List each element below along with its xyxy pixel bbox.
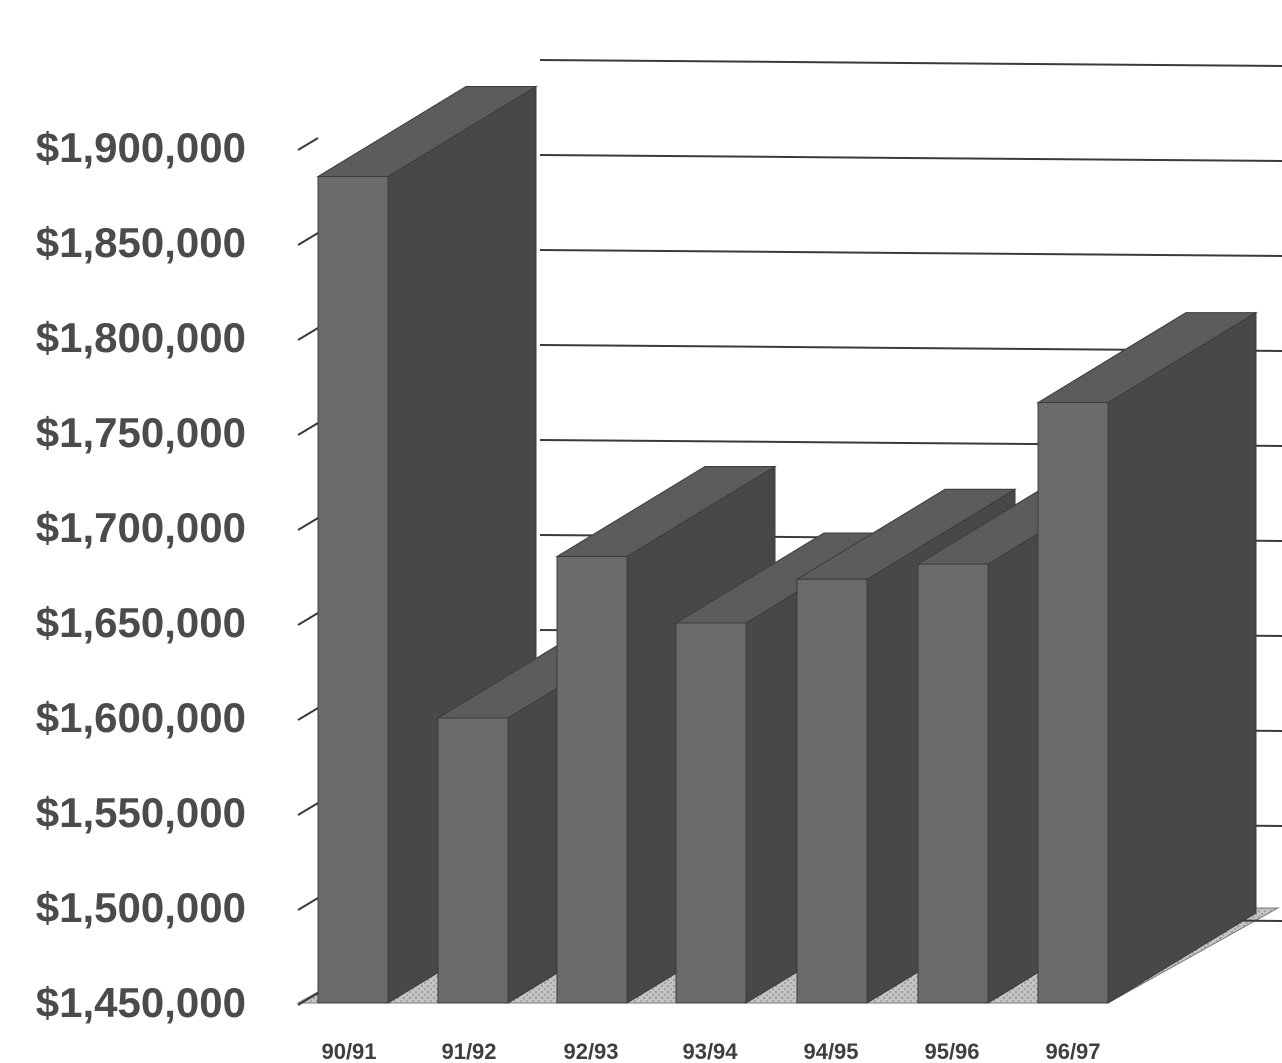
y-tick-label: $1,650,000 xyxy=(36,599,246,646)
y-tick-label: $1,750,000 xyxy=(36,409,246,456)
bar xyxy=(1036,311,1258,1004)
y-tick-label: $1,900,000 xyxy=(36,124,246,171)
y-tick-mark xyxy=(297,897,319,911)
bar-front xyxy=(317,176,389,1004)
y-tick-label: $1,800,000 xyxy=(36,314,246,361)
y-tick-label: $1,600,000 xyxy=(36,694,246,741)
bars xyxy=(316,85,1258,1004)
y-tick-label: $1,700,000 xyxy=(36,504,246,551)
y-tick-mark xyxy=(297,327,319,341)
x-tick-label: 91/92 xyxy=(441,1039,496,1063)
x-tick-label: 93/94 xyxy=(682,1039,738,1063)
gridline xyxy=(539,249,1282,257)
y-tick-label: $1,500,000 xyxy=(36,884,246,931)
gridline xyxy=(539,59,1282,67)
x-tick-label: 90/91 xyxy=(321,1039,376,1063)
gridline xyxy=(539,154,1282,162)
y-tick-label: $1,850,000 xyxy=(36,219,246,266)
bar-front xyxy=(437,717,509,1004)
y-axis: $1,450,000 $1,500,000 $1,550,000 $1,600,000… xyxy=(36,124,246,1026)
y-tick-mark xyxy=(297,137,319,151)
y-tick-mark xyxy=(297,612,319,626)
y-tick-mark xyxy=(297,422,319,436)
y-tick-mark xyxy=(297,517,319,531)
bar-front xyxy=(556,556,628,1004)
bar-side xyxy=(1107,311,1257,1004)
y-tick-label: $1,550,000 xyxy=(36,789,246,836)
y-tick-mark xyxy=(297,802,319,816)
y-tick-label: $1,450,000 xyxy=(36,979,246,1026)
x-tick-label: 95/96 xyxy=(924,1039,979,1063)
y-tick-mark xyxy=(297,232,319,246)
x-tick-label: 92/93 xyxy=(563,1039,618,1063)
x-axis: 90/91 91/92 92/93 93/94 94/95 95/96 96/97 xyxy=(321,1039,1100,1063)
x-tick-label: 94/95 xyxy=(803,1039,858,1063)
bar-front xyxy=(917,563,989,1004)
bar-front xyxy=(796,578,868,1004)
y-tick-mark xyxy=(297,707,319,721)
x-tick-label: 96/97 xyxy=(1045,1039,1100,1063)
bar-front xyxy=(1037,402,1109,1004)
bar-front xyxy=(675,622,747,1004)
y-tick-mark xyxy=(297,992,319,1006)
